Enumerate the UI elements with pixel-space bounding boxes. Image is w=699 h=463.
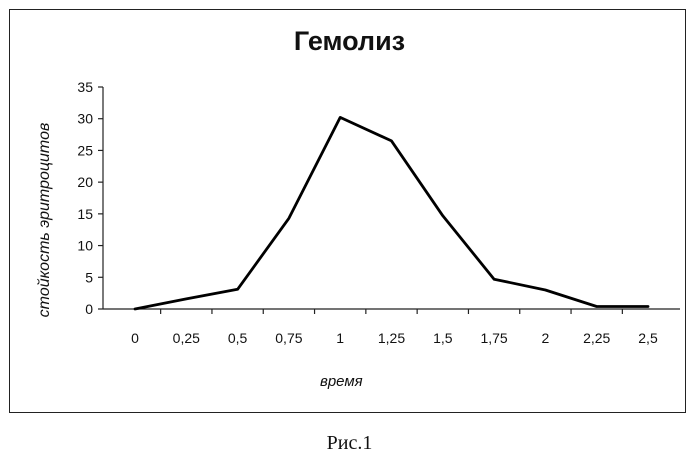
- y-tick-label: 10: [77, 238, 93, 254]
- x-tick-label: 1: [336, 330, 344, 346]
- y-ticks: 0 5 10 15 20 25 30 35: [77, 79, 103, 317]
- y-tick-label: 25: [77, 142, 93, 158]
- y-tick-label: 30: [77, 111, 93, 127]
- x-tick-label: 2,5: [638, 330, 658, 346]
- y-tick-label: 0: [85, 301, 93, 317]
- y-tick-label: 5: [85, 269, 93, 285]
- x-tick-label: 0,75: [275, 330, 302, 346]
- y-tick-label: 20: [77, 174, 93, 190]
- x-tick-label: 1,75: [480, 330, 507, 346]
- x-tick-label: 1,5: [433, 330, 453, 346]
- x-ticks: 0 0,25 0,5 0,75 1 1,25 1,5 1,75 2 2,25 2,5: [131, 309, 658, 346]
- series-line: [135, 117, 648, 309]
- x-tick-label: 0,25: [173, 330, 200, 346]
- y-tick-label: 35: [77, 79, 93, 95]
- figure-caption: Рис.1: [0, 432, 699, 455]
- y-tick-label: 15: [77, 206, 93, 222]
- x-tick-label: 2,25: [583, 330, 610, 346]
- x-tick-label: 0: [131, 330, 139, 346]
- x-tick-label: 0,5: [228, 330, 248, 346]
- x-tick-label: 2: [542, 330, 550, 346]
- x-tick-label: 1,25: [378, 330, 405, 346]
